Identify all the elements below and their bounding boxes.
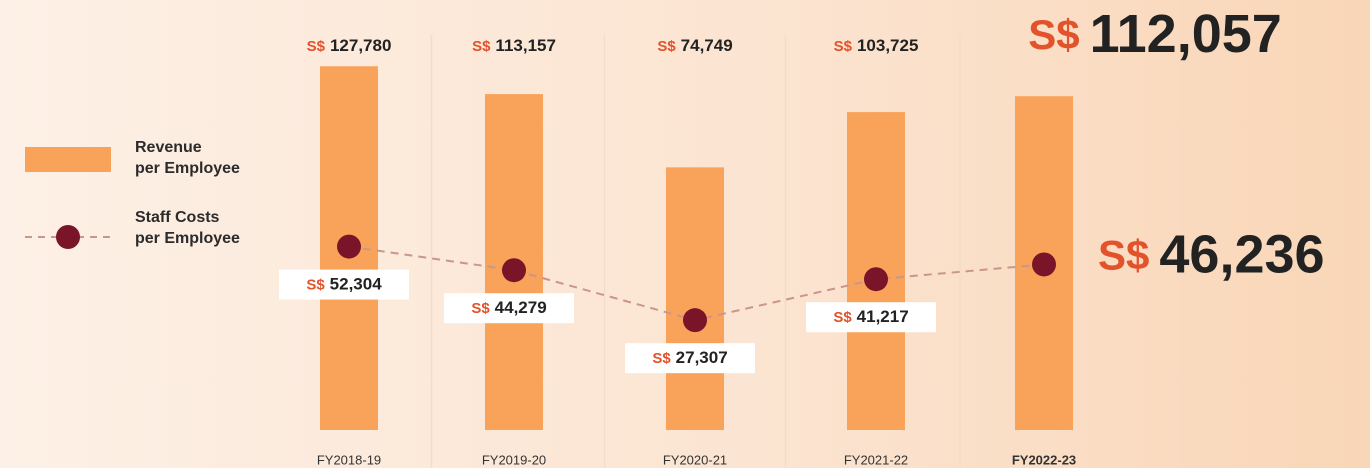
- value-label: S$ 46,236: [1098, 225, 1325, 285]
- value-text: 46,236: [1159, 225, 1324, 285]
- x-tick-label: FY2018-19: [317, 452, 381, 467]
- value-label: S$ 127,780: [307, 36, 392, 55]
- value-label: S$ 27,307: [652, 349, 727, 368]
- value-label: S$ 113,157: [472, 36, 556, 55]
- value-label: S$ 103,725: [834, 36, 919, 55]
- value-label: S$ 74,749: [657, 36, 732, 55]
- currency: S$: [1028, 11, 1079, 58]
- value-text: 41,217: [857, 308, 909, 327]
- currency: S$: [834, 38, 853, 55]
- label-box: [625, 343, 755, 374]
- currency: S$: [652, 350, 671, 367]
- value-text: 112,057: [1090, 4, 1282, 64]
- currency: S$: [306, 277, 325, 294]
- value-text: 74,749: [681, 36, 733, 55]
- legend-swatch-dot: [56, 225, 80, 249]
- value-label: S$ 44,279: [471, 299, 546, 318]
- legend-label: Staff Costs per Employee: [135, 209, 240, 247]
- value-label: S$ 52,304: [306, 275, 382, 294]
- currency: S$: [472, 38, 491, 55]
- point: [502, 258, 526, 283]
- value-text: 127,780: [330, 36, 391, 55]
- value-text: 103,725: [857, 36, 918, 55]
- value-text: 27,307: [676, 349, 728, 368]
- x-tick-label: FY2021-22: [844, 452, 908, 467]
- currency: S$: [1098, 232, 1149, 279]
- value-label: S$ 112,057: [1028, 4, 1282, 64]
- legend-label: Revenue per Employee: [135, 139, 240, 177]
- x-tick-label: FY2022-23: [1012, 452, 1076, 467]
- currency: S$: [833, 309, 852, 326]
- x-tick-label: FY2019-20: [482, 452, 546, 467]
- value-text: 113,157: [495, 36, 556, 55]
- value-text: 44,279: [495, 299, 547, 318]
- value-text: 52,304: [330, 275, 383, 294]
- point: [1032, 252, 1056, 277]
- legend-swatch-bar: [25, 147, 111, 172]
- point: [864, 267, 888, 292]
- currency: S$: [471, 300, 490, 317]
- point: [683, 308, 707, 333]
- label-box: [444, 293, 574, 324]
- label-box: [806, 302, 936, 333]
- bar: [666, 167, 724, 430]
- value-label: S$ 41,217: [833, 308, 908, 327]
- label-box: [279, 269, 409, 300]
- currency: S$: [307, 38, 326, 55]
- x-tick-label: FY2020-21: [663, 452, 727, 467]
- point: [337, 234, 361, 259]
- currency: S$: [657, 38, 676, 55]
